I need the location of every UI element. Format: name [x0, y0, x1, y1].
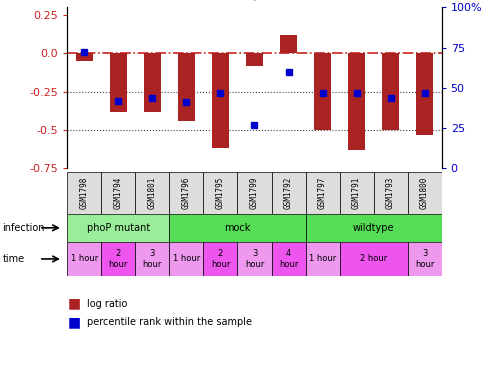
Bar [204, 242, 238, 276]
Text: ■: ■ [67, 297, 80, 311]
Bar [348, 53, 365, 150]
Bar [382, 53, 399, 130]
Bar [305, 242, 339, 276]
Text: 4
hour: 4 hour [279, 249, 298, 269]
Bar [416, 53, 433, 135]
Bar [101, 242, 135, 276]
Text: GSM1792: GSM1792 [284, 177, 293, 209]
Bar [271, 242, 305, 276]
Bar [238, 172, 271, 214]
Bar [204, 172, 238, 214]
Bar [101, 172, 135, 214]
Text: 2
hour: 2 hour [211, 249, 230, 269]
Bar [408, 172, 442, 214]
Title: GDS78 / 10280: GDS78 / 10280 [202, 0, 307, 2]
Bar [170, 172, 204, 214]
Text: GSM1791: GSM1791 [352, 177, 361, 209]
Text: GSM1795: GSM1795 [216, 177, 225, 209]
Bar [67, 214, 170, 242]
Bar [408, 242, 442, 276]
Bar [178, 53, 195, 121]
Text: wildtype: wildtype [353, 223, 394, 233]
Bar [110, 53, 127, 112]
Bar [212, 53, 229, 149]
Text: 3
hour: 3 hour [245, 249, 264, 269]
Bar [246, 53, 263, 66]
Text: 3
hour: 3 hour [415, 249, 434, 269]
Bar [170, 242, 204, 276]
Text: log ratio: log ratio [87, 299, 128, 309]
Text: GSM1796: GSM1796 [182, 177, 191, 209]
Bar [135, 172, 170, 214]
Text: GSM1800: GSM1800 [420, 177, 429, 209]
Text: percentile rank within the sample: percentile rank within the sample [87, 317, 252, 327]
Text: GSM1799: GSM1799 [250, 177, 259, 209]
Text: 3
hour: 3 hour [143, 249, 162, 269]
Bar [144, 53, 161, 112]
Text: GSM1794: GSM1794 [114, 177, 123, 209]
Bar [314, 53, 331, 130]
Bar [339, 242, 408, 276]
Text: ■: ■ [67, 315, 80, 329]
Text: phoP mutant: phoP mutant [87, 223, 150, 233]
Text: GSM1797: GSM1797 [318, 177, 327, 209]
Text: 1 hour: 1 hour [309, 254, 336, 264]
Bar [135, 242, 170, 276]
Text: infection: infection [2, 223, 45, 233]
Text: 1 hour: 1 hour [71, 254, 98, 264]
Bar [271, 172, 305, 214]
Bar [305, 214, 442, 242]
Bar [280, 35, 297, 53]
Text: mock: mock [224, 223, 250, 233]
Text: 2 hour: 2 hour [360, 254, 387, 264]
Text: GSM1801: GSM1801 [148, 177, 157, 209]
Bar [170, 214, 305, 242]
Text: 2
hour: 2 hour [109, 249, 128, 269]
Text: GSM1798: GSM1798 [80, 177, 89, 209]
Bar [305, 172, 339, 214]
Text: GSM1793: GSM1793 [386, 177, 395, 209]
Text: time: time [2, 254, 24, 264]
Text: 1 hour: 1 hour [173, 254, 200, 264]
Bar [339, 172, 374, 214]
Bar [238, 242, 271, 276]
Bar [374, 172, 408, 214]
Bar [76, 53, 93, 61]
Bar [67, 242, 101, 276]
Bar [67, 172, 101, 214]
